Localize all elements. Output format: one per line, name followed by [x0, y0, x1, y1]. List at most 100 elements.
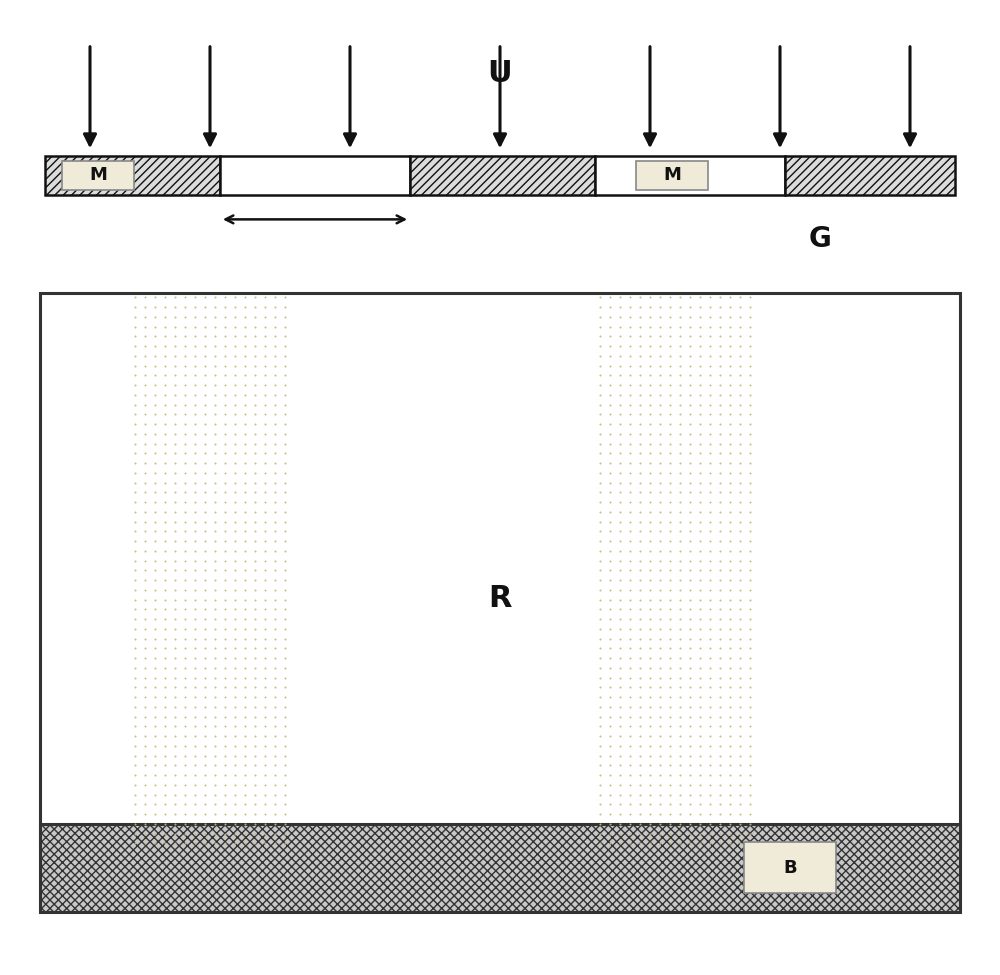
Point: [732, 358, 748, 373]
Point: [177, 787, 193, 802]
Point: [157, 309, 173, 325]
Point: [592, 826, 608, 841]
Point: [732, 728, 748, 744]
Point: [662, 728, 678, 744]
Point: [177, 290, 193, 305]
Point: [592, 621, 608, 637]
Point: [672, 660, 688, 676]
Point: [742, 348, 758, 364]
Point: [217, 524, 233, 539]
Point: [147, 397, 163, 412]
Point: [207, 748, 223, 763]
Point: [602, 582, 618, 598]
Point: [167, 699, 183, 715]
Point: [692, 631, 708, 646]
Point: [217, 533, 233, 549]
Point: [722, 504, 738, 520]
Point: [167, 816, 183, 832]
Point: [642, 631, 658, 646]
Point: [602, 758, 618, 773]
Point: [602, 309, 618, 325]
Point: [217, 368, 233, 383]
Point: [742, 504, 758, 520]
Point: [602, 621, 618, 637]
Point: [127, 748, 143, 763]
Point: [602, 338, 618, 354]
Point: [722, 377, 738, 393]
Point: [127, 533, 143, 549]
Point: [147, 329, 163, 344]
Point: [177, 514, 193, 529]
Point: [652, 787, 668, 802]
Point: [632, 738, 648, 754]
Point: [732, 553, 748, 568]
Point: [662, 446, 678, 461]
Point: [622, 611, 638, 627]
Point: [712, 602, 728, 617]
Point: [157, 738, 173, 754]
Point: [672, 563, 688, 578]
Point: [712, 455, 728, 471]
Point: [662, 680, 678, 695]
Point: [187, 494, 203, 510]
Point: [642, 582, 658, 598]
Point: [612, 777, 628, 793]
Point: [592, 397, 608, 412]
Point: [602, 836, 618, 851]
Point: [672, 426, 688, 442]
Point: [127, 631, 143, 646]
Point: [612, 709, 628, 724]
Point: [127, 670, 143, 685]
Point: [277, 826, 293, 841]
Point: [227, 407, 243, 422]
Point: [592, 309, 608, 325]
Point: [247, 631, 263, 646]
Point: [237, 748, 253, 763]
Point: [592, 416, 608, 432]
Point: [247, 416, 263, 432]
Point: [187, 650, 203, 666]
Point: [602, 806, 618, 822]
Point: [167, 602, 183, 617]
Point: [632, 338, 648, 354]
Point: [732, 670, 748, 685]
Point: [127, 387, 143, 403]
Point: [167, 777, 183, 793]
Point: [207, 621, 223, 637]
Point: [612, 631, 628, 646]
Point: [722, 309, 738, 325]
Point: [682, 377, 698, 393]
Point: [187, 329, 203, 344]
Point: [662, 494, 678, 510]
Point: [612, 670, 628, 685]
Point: [237, 465, 253, 481]
Point: [612, 348, 628, 364]
Point: [147, 728, 163, 744]
Point: [127, 816, 143, 832]
Point: [622, 738, 638, 754]
Point: [672, 397, 688, 412]
Point: [267, 533, 283, 549]
Point: [187, 680, 203, 695]
Point: [127, 650, 143, 666]
Point: [207, 533, 223, 549]
Point: [217, 611, 233, 627]
Point: [157, 699, 173, 715]
Point: [602, 436, 618, 451]
Point: [187, 358, 203, 373]
Point: [702, 309, 718, 325]
Point: [207, 524, 223, 539]
Point: [177, 368, 193, 383]
Point: [257, 621, 273, 637]
Point: [157, 446, 173, 461]
Point: [127, 290, 143, 305]
Point: [662, 641, 678, 656]
Point: [672, 338, 688, 354]
Point: [207, 709, 223, 724]
Point: [227, 309, 243, 325]
Point: [127, 514, 143, 529]
Point: [642, 650, 658, 666]
Point: [277, 660, 293, 676]
Point: [652, 514, 668, 529]
Point: [147, 572, 163, 588]
